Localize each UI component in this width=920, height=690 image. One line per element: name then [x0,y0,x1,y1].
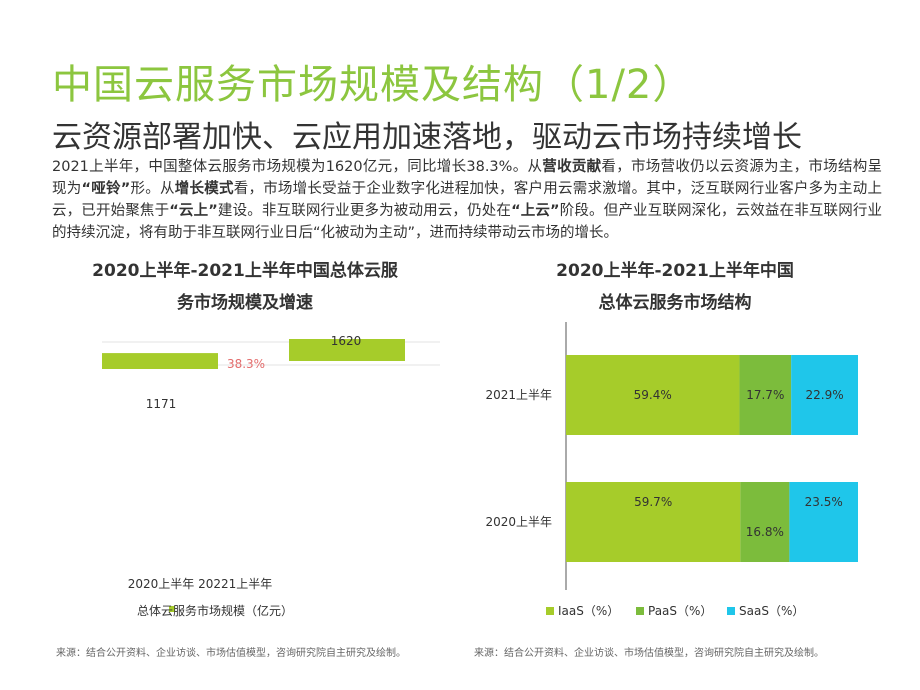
right-chart-title-line1: 2020上半年-2021上半年中国 [556,261,794,281]
segment-SaaS（%）-2021上半年 [791,355,858,435]
left-chart-title-line1: 2020上半年-2021上半年中国总体云服 [92,261,398,281]
segment-IaaS（%）-2020上半年 [566,482,741,562]
left-chart-title: 2020上半年-2021上半年中国总体云服 务市场规模及增速 [60,255,430,319]
left-chart-title-line2: 务市场规模及增速 [177,293,313,313]
right-chart-title: 2020上半年-2021上半年中国 总体云服务市场结构 [490,255,860,319]
source-note-right: 来源：结合公开资料、企业访谈、市场估值模型，咨询研究院自主研究及绘制。 [474,648,824,659]
source-note-left: 来源：结合公开资料、企业访谈、市场估值模型，咨询研究院自主研究及绘制。 [56,648,406,659]
right-legend-label-1: PaaS（%） [648,604,712,618]
body-text-2: 看，市场营收仍以云资源为主，市场结构呈现为 [52,159,883,197]
segment-PaaS（%）-2020上半年 [740,482,790,562]
right-chart-title-line2: 总体云服务市场结构 [598,293,752,313]
segment-IaaS（%）-2021上半年 [566,355,740,435]
right-legend-swatch-1 [636,607,644,615]
data-label-SaaS（%）-2021上半年: 22.9% [806,388,844,402]
value-label-2020: 1171 [146,397,177,411]
left-legend-label: 总体云服务市场规模（亿元） [137,603,293,618]
page-title: 中国云服务市场规模及结构（1/2） [52,62,694,108]
body-text-1: 2021上半年，中国整体云服务市场规模为1620亿元，同比增长38.3%。从 [52,159,543,175]
bar-2020上半年 [102,353,218,369]
body-text-5: 建设。非互联网行业更多为被动用云，仍处在 [217,203,512,219]
segment-PaaS（%）-2021上半年 [739,355,792,435]
right-legend-label-2: SaaS（%） [739,604,804,618]
data-label-IaaS（%）-2021上半年: 59.4% [634,388,672,402]
category-label-2021上半年: 2021上半年 [485,388,552,402]
category-label-2020上半年: 2020上半年 [485,515,552,529]
right-legend-swatch-2 [727,607,735,615]
left-chart-x-axis-labels: 2020上半年 20221上半年 [128,577,273,591]
body-text-4: 看，市场增长受益于企业数字化进程加快，客户用云需求激增。其中，泛互联网行业客户多… [52,181,883,219]
data-label-SaaS（%）-2020上半年: 23.5% [805,495,843,509]
left-legend-swatch [169,606,175,612]
body-text-3: 形。从 [130,181,175,197]
right-legend-swatch-0 [546,607,554,615]
value-label-2021: 1620 [331,334,362,348]
body-bold-2: “哑铃” [81,181,131,197]
body-bold-5: “上云” [511,203,560,219]
right-legend-label-0: IaaS（%） [558,604,619,618]
body-bold-4: “云上” [169,203,218,219]
body-text-6: 阶段。但产业互联网深化，云效益在非互联网行业的持续沉淀，将有助于非互联网行业日后… [52,203,883,241]
data-label-IaaS（%）-2020上半年: 59.7% [634,495,672,509]
body-paragraph: 2021上半年，中国整体云服务市场规模为1620亿元，同比增长38.3%。从营收… [52,156,882,244]
growth-rate-label: 38.3% [227,357,265,371]
segment-SaaS（%）-2020上半年 [789,482,858,562]
bar-20221上半年 [289,339,405,361]
data-label-PaaS（%）-2021上半年: 17.7% [746,388,784,402]
page-subtitle: 云资源部署加快、云应用加速落地，驱动云市场持续增长 [52,120,802,155]
body-bold-3: 增长模式 [174,181,234,197]
data-label-PaaS（%）-2020上半年: 16.8% [746,525,784,539]
body-bold-1: 营收贡献 [542,159,602,175]
